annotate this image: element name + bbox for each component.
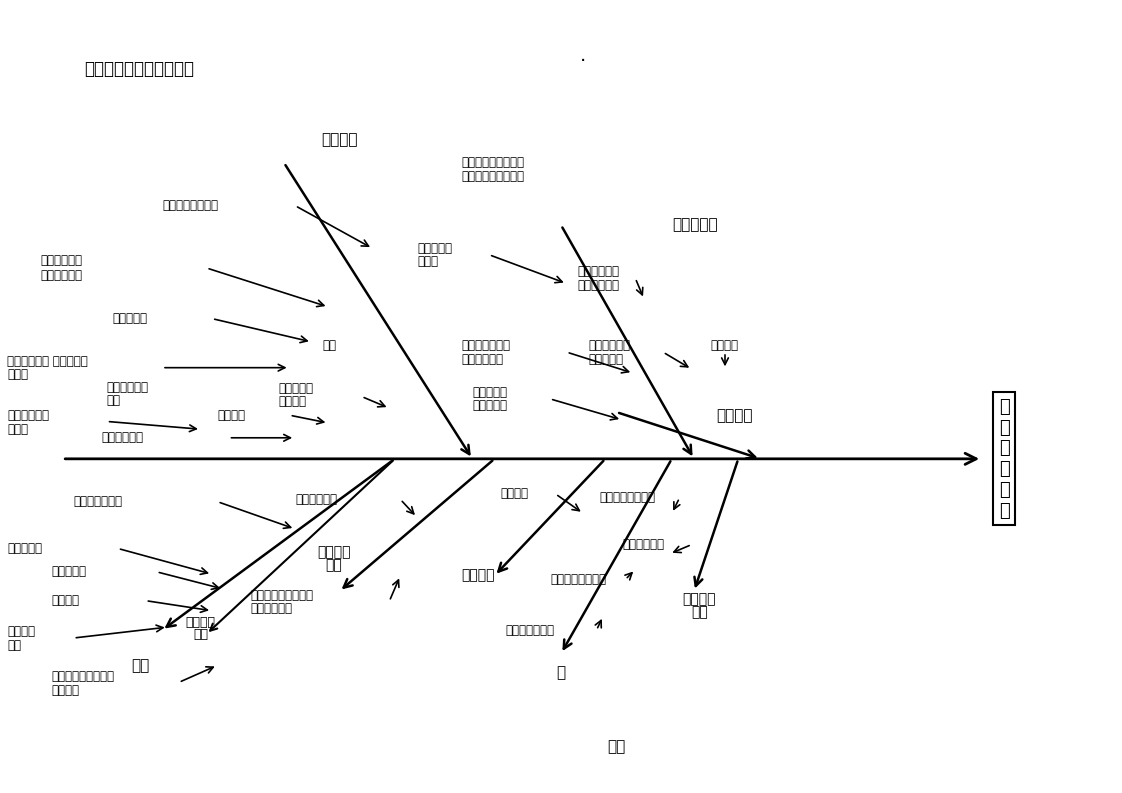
Text: 药品标签字迹模糊: 药品标签字迹模糊 xyxy=(600,492,655,504)
Text: 查对医嘱: 查对医嘱 xyxy=(278,396,306,408)
Text: 者参与查对: 者参与查对 xyxy=(589,353,624,366)
Text: 对重点时段的工作量: 对重点时段的工作量 xyxy=(52,670,114,684)
Text: 惯性思维: 惯性思维 xyxy=(716,408,753,423)
Text: 管理: 管理 xyxy=(131,657,149,672)
Text: 交接班制度落: 交接班制度落 xyxy=(107,381,149,393)
Text: 护士长或通知应急班: 护士长或通知应急班 xyxy=(461,170,524,182)
Text: 打印机未及时加粉: 打印机未及时加粉 xyxy=(550,573,606,586)
Text: 转抄医嘱未双: 转抄医嘱未双 xyxy=(7,409,49,423)
Text: 人核对: 人核对 xyxy=(7,423,28,435)
Text: 不清: 不清 xyxy=(691,605,708,619)
Text: 警示教育: 警示教育 xyxy=(7,626,35,638)
Text: 添麻烦: 添麻烦 xyxy=(417,255,438,268)
Text: 落实查对制度: 落实查对制度 xyxy=(40,270,82,282)
Text: 不到位: 不到位 xyxy=(7,368,28,381)
Text: 考核方式固化: 考核方式固化 xyxy=(295,492,337,506)
Text: 管理: 管理 xyxy=(325,558,342,573)
Text: 重点时段: 重点时段 xyxy=(186,616,215,629)
Text: 未掌握患者: 未掌握患者 xyxy=(472,386,507,399)
Text: 慎独精神差: 慎独精神差 xyxy=(112,312,147,325)
Text: 实差: 实差 xyxy=(107,394,121,407)
Text: 安全意识差: 安全意识差 xyxy=(672,217,717,232)
Text: 药品标示: 药品标示 xyxy=(683,592,716,606)
Text: 查对制度落实 操作习惯差: 查对制度落实 操作习惯差 xyxy=(7,355,88,368)
Text: 习惯督导不足: 习惯督导不足 xyxy=(250,602,293,615)
Text: 遗忘: 遗忘 xyxy=(323,339,337,352)
Text: 未主动邀请患: 未主动邀请患 xyxy=(589,339,631,352)
Text: 未做到弹性排班: 未做到弹性排班 xyxy=(73,495,122,508)
Text: 药品标签字体小: 药品标签字体小 xyxy=(506,624,554,637)
Text: 的治疗情况: 的治疗情况 xyxy=(472,400,507,412)
Text: 未做到班班: 未做到班班 xyxy=(278,382,313,395)
Text: 对医嘱查对的重: 对医嘱查对的重 xyxy=(461,339,511,352)
Text: 不愿给他人: 不愿给他人 xyxy=(417,242,452,255)
Text: 操作前中后未: 操作前中后未 xyxy=(40,254,82,266)
Text: 手抄医嘱: 手抄医嘱 xyxy=(710,339,738,352)
Text: 护理人员: 护理人员 xyxy=(321,132,358,147)
Text: 精品: 精品 xyxy=(607,740,626,755)
Text: 低年资护士工作行为: 低年资护士工作行为 xyxy=(250,588,314,602)
Text: 看似药品: 看似药品 xyxy=(461,569,495,583)
Text: 医嘱执行错误的原因分析: 医嘱执行错误的原因分析 xyxy=(84,60,194,79)
Text: 医嘱查对制度: 医嘱查对制度 xyxy=(101,431,144,444)
Text: 重点人群: 重点人群 xyxy=(318,546,350,559)
Text: 预判不足: 预判不足 xyxy=(52,684,80,697)
Text: 要性认识不足: 要性认识不足 xyxy=(461,353,504,366)
Text: 低年资人员: 低年资人员 xyxy=(52,565,86,578)
Text: 工作量大未及时告知: 工作量大未及时告知 xyxy=(461,156,524,169)
Text: 排班欠合理: 排班欠合理 xyxy=(7,542,42,555)
Text: 耗材重复使用: 耗材重复使用 xyxy=(622,538,664,551)
Text: 不足: 不足 xyxy=(7,638,21,652)
Text: 医
嘱
执
行
错
误: 医 嘱 执 行 错 误 xyxy=(999,398,1010,520)
Text: ·: · xyxy=(580,52,587,71)
Text: 标示不清: 标示不清 xyxy=(500,488,528,500)
Text: 搭配不当: 搭配不当 xyxy=(52,594,80,607)
Text: 怕别人质疑自: 怕别人质疑自 xyxy=(578,266,619,278)
Text: 物: 物 xyxy=(557,665,565,680)
Text: 注射服药处置查对: 注射服药处置查对 xyxy=(162,199,218,212)
Text: 工作繁忙: 工作繁忙 xyxy=(218,408,246,422)
Text: 己的工作能力: 己的工作能力 xyxy=(578,278,619,292)
Text: 管理: 管理 xyxy=(193,627,209,641)
